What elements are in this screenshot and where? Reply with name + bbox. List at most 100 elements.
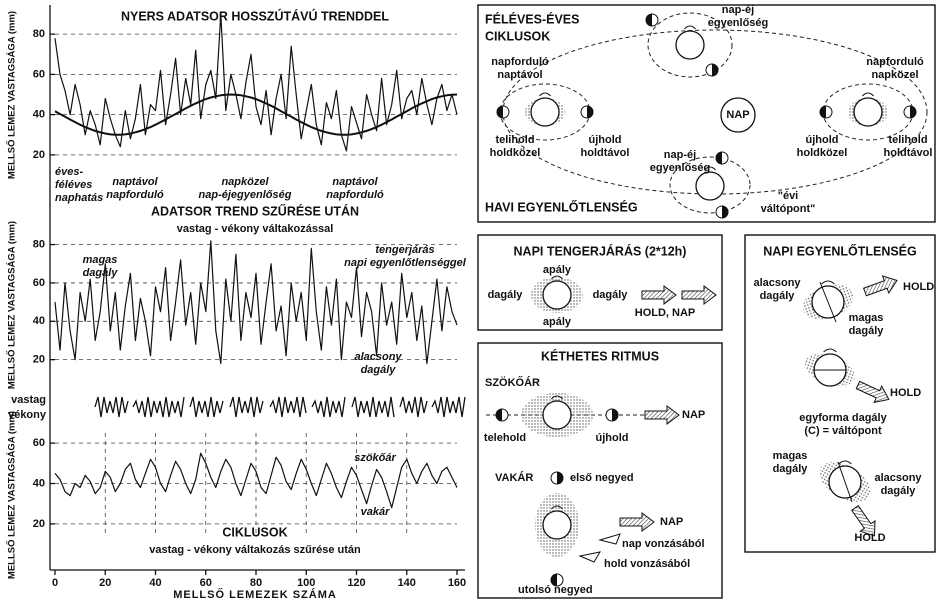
annotation: nap-éjegyenlőség	[199, 189, 292, 201]
y-tick-label: 80	[33, 28, 45, 40]
diagram-label: dagály	[849, 325, 885, 337]
diagram-label: holdtávol	[581, 147, 630, 159]
diagram-label: HOLD	[890, 387, 921, 399]
diagram-label: naptávol	[497, 69, 542, 81]
panel-title: NAPI TENGERJÁRÁS (2*12h)	[514, 243, 687, 258]
pattern-wave	[95, 397, 465, 417]
diagram-label: dagály	[760, 290, 796, 302]
diagram-label: utolsó negyed	[518, 584, 593, 596]
diagram-label: dagály	[881, 485, 917, 497]
y-tick-label: 60	[33, 68, 45, 80]
annotation: naptávol	[112, 176, 158, 188]
diagram-label: apály	[543, 316, 572, 328]
x-tick-label: 120	[347, 577, 365, 589]
y-tick-label: 40	[33, 477, 45, 489]
diagram-label: magas	[773, 450, 808, 462]
x-tick-label: 100	[297, 577, 315, 589]
diagram-label: holdközel	[797, 147, 848, 159]
panel-title: FÉLÉVES-ÉVES	[485, 11, 579, 26]
diagram-label: (C) = váltópont	[804, 425, 882, 437]
annotation: dagály	[83, 267, 119, 279]
diagram-label: VAKÁR	[495, 471, 533, 484]
diagram-label: holdközel	[490, 147, 541, 159]
diagram-label: dagály	[773, 463, 809, 475]
diagram-label: HAVI EGYENLŐTLENSÉG	[485, 199, 638, 214]
diagram-label: napforduló	[866, 56, 924, 68]
diagram-label: SZÖKŐÁR	[485, 376, 540, 389]
annotation: napforduló	[326, 189, 384, 201]
diagram-label: újhold	[596, 432, 629, 444]
annotation: féléves	[55, 179, 92, 191]
diagram-label: telehold	[484, 432, 526, 444]
diagram-label: HOLD, NAP	[635, 307, 696, 319]
diagram-label: egyenlőség	[650, 162, 711, 174]
diagram-label: telihold	[888, 134, 927, 146]
diagram-label: újhold	[806, 134, 839, 146]
y-tick-label: 40	[33, 109, 45, 121]
panel-title: CIKLUSOK	[485, 29, 550, 43]
diagram-label: első negyed	[570, 472, 634, 484]
y-tick-label: 40	[33, 315, 45, 327]
diagram-label: nap-éj	[722, 4, 754, 16]
chart-title: CIKLUSOK	[222, 525, 287, 539]
y-axis-label: MELLSŐ LEMEZ VASTAGSÁGA (mm)	[6, 411, 18, 579]
earth	[676, 31, 704, 59]
x-tick-label: 20	[99, 577, 111, 589]
earth	[696, 172, 724, 200]
x-tick-label: 60	[200, 577, 212, 589]
diagram-label: újhold	[589, 134, 622, 146]
diagram-label: dagály	[488, 289, 524, 301]
diagram-label: "évi	[778, 190, 799, 202]
diagram-label: alacsony	[753, 277, 801, 289]
earth	[531, 98, 559, 126]
chart-title: NYERS ADATSOR HOSSZÚTÁVÚ TRENDDEL	[121, 8, 389, 23]
annotation: napforduló	[106, 189, 164, 201]
earth	[854, 98, 882, 126]
diagram-label: nap vonzásából	[622, 538, 705, 550]
diagram-label: alacsony	[874, 472, 922, 484]
annotation: éves-	[55, 166, 83, 178]
x-axis-label: MELLSŐ LEMEZEK SZÁMA	[173, 588, 337, 601]
annotation: szökőár	[354, 452, 396, 464]
x-tick-label: 140	[398, 577, 416, 589]
y-tick-label: 80	[33, 238, 45, 250]
y-tick-label: 20	[33, 149, 45, 161]
diagram-label: egyforma dagály	[799, 412, 887, 424]
diagram-label: HOLD	[903, 281, 934, 293]
diagram-label: telihold	[495, 134, 534, 146]
panel-title: NAPI EGYENLŐTLENSÉG	[763, 243, 917, 258]
earth	[543, 281, 571, 309]
x-tick-label: 40	[149, 577, 161, 589]
annotation: vakár	[361, 506, 390, 518]
x-tick-label: 0	[52, 577, 58, 589]
diagram-label: hold vonzásából	[604, 558, 690, 570]
annotation: magas	[83, 254, 118, 266]
diagram-label: napközel	[871, 69, 918, 81]
x-tick-label: 160	[448, 577, 466, 589]
annotation: naptávol	[332, 176, 378, 188]
chart-subtitle: vastag - vékony váltakozás szűrése után	[149, 544, 361, 556]
diagram-label: nap-éj	[664, 149, 696, 161]
earth	[543, 511, 571, 539]
panel-title: KÉTHETES RITMUS	[541, 348, 659, 363]
diagram-label: NAP	[660, 516, 683, 528]
annotation: tengerjárás	[375, 244, 434, 256]
diagram-label: magas	[849, 312, 884, 324]
annotation: napközel	[221, 176, 269, 188]
diagram-label: napforduló	[491, 56, 549, 68]
y-tick-label: 60	[33, 437, 45, 449]
diagram-label: HOLD	[854, 532, 885, 544]
diagram-label: NAP	[682, 409, 705, 421]
y-tick-label: 20	[33, 518, 45, 530]
chart-title: ADATSOR TREND SZŰRÉSE UTÁN	[151, 203, 359, 218]
x-tick-label: 80	[250, 577, 262, 589]
diagram-label: egyenlőség	[708, 17, 769, 29]
chart-subtitle: vastag - vékony váltakozással	[177, 223, 334, 235]
y-tick-label: 60	[33, 277, 45, 289]
figure: 20 40 60 80 NYERS ADATSOR HOSSZÚTÁVÚ TRENDDE…	[0, 0, 940, 601]
annotation: naphatás	[55, 192, 103, 204]
earth	[543, 401, 571, 429]
annotation: napi egyenlőtlenséggel	[344, 257, 467, 269]
annotation: dagály	[361, 364, 397, 376]
annotation: alacsony	[354, 351, 402, 363]
